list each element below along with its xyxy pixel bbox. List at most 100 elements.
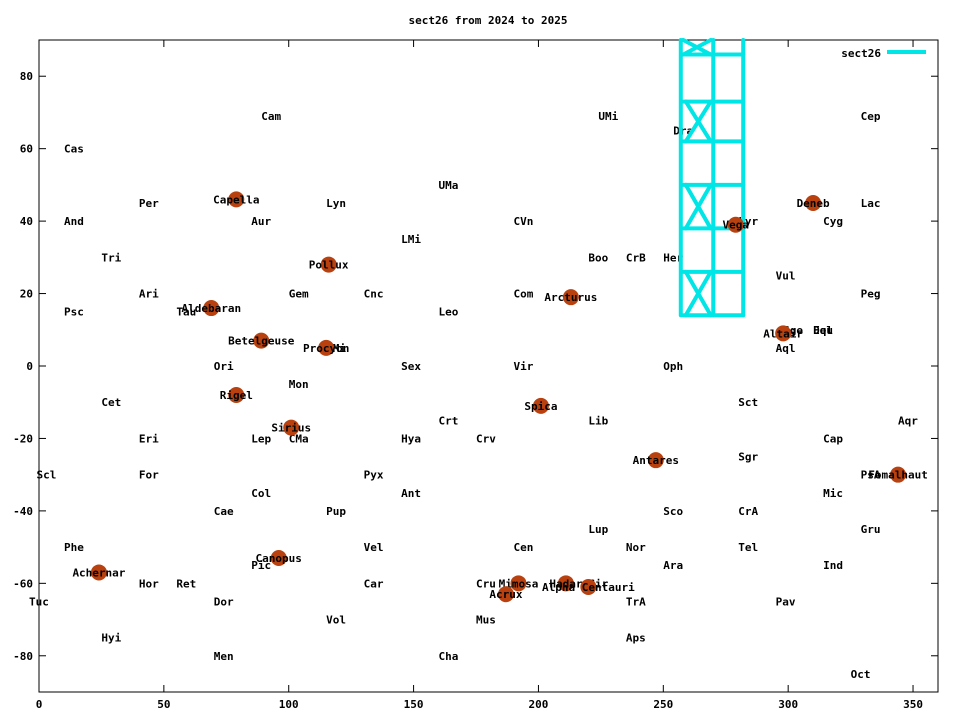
constellation-label: Oph [663,360,683,373]
constellation-label: Del [813,324,833,337]
constellation-label: Car [364,577,384,590]
constellation-label: Peg [861,288,881,301]
star-label: Procyon [303,342,349,355]
constellation-label: Men [214,650,234,663]
star-marker [890,466,907,483]
constellation-label: Cha [439,650,459,663]
star-markers: Capella Deneb Vega Pollux Arcturus Aldebaran A… [72,191,928,603]
star-label: Antares [633,454,679,467]
x-tick-label: 350 [903,698,923,711]
star-label: Arcturus [544,291,597,304]
star-marker [318,339,335,356]
constellation-label: Dor [214,595,234,608]
constellation-label: Hyi [101,632,121,645]
constellation-label: CMa [289,432,309,445]
constellation-label: Crv [476,432,496,445]
y-tick-label: -20 [13,432,33,445]
star-marker [727,216,744,233]
sect26-series [678,38,746,318]
constellation-label: Sgr [738,451,758,464]
star-label: Rigel [220,389,253,402]
chart-title: sect26 from 2024 to 2025 [409,14,568,27]
constellation-label: Aqr [898,414,918,427]
constellation-label: Aur [251,215,271,228]
star-label: Canopus [256,552,302,565]
y-tick-label: -80 [13,650,33,663]
constellation-label: Oct [851,668,871,681]
constellation-label: Gru [861,523,881,536]
constellation-label: UMa [439,179,459,192]
constellation-label: Sco [663,505,683,518]
constellation-label: Vel [364,541,384,554]
star-label: Achernar [72,566,125,579]
legend-label: sect26 [841,47,881,60]
constellation-label: Ret [176,577,196,590]
constellation-label: Pyx [364,469,384,482]
constellation-label: Cru [476,577,496,590]
star-marker [805,195,822,211]
constellation-label: Pup [326,505,346,518]
constellation-label: Lep [251,432,271,445]
constellation-label: CVn [513,215,533,228]
constellation-label: CrB [626,251,646,264]
constellation-label: Scl [37,469,57,482]
star-marker [228,191,245,208]
y-tick-label: 40 [20,215,33,228]
constellation-label: Crt [439,414,459,427]
star-marker [228,386,245,403]
constellation-label: Tri [101,251,121,264]
star-label: Fomalhaut [868,469,928,482]
constellation-label: Pav [776,595,796,608]
y-tick-label: 0 [26,360,33,373]
constellation-label: Ari [139,288,159,301]
constellation-label: CrA [738,505,758,518]
constellation-label: Boo [588,251,608,264]
constellation-label: Leo [439,306,459,319]
constellation-label: UMi [598,110,618,123]
star-marker [283,419,300,436]
constellation-label: Col [251,487,271,500]
constellation-label: Ori [214,360,234,373]
star-marker [203,300,220,317]
star-marker [510,575,527,592]
x-tick-label: 100 [279,698,299,711]
star-label: Spica [524,400,557,413]
y-tick-label: -40 [13,505,33,518]
star-label: Pollux [309,259,349,272]
sect26-segment [683,269,713,318]
constellation-label: And [64,215,84,228]
constellation-label: Ind [823,559,843,572]
star-label: Alpha Centauri [542,581,635,594]
y-tick-label: 80 [20,70,33,83]
constellation-label: Mic [823,487,843,500]
star-marker [90,564,107,581]
star-marker [497,586,514,603]
legend: sect26 [841,47,926,60]
star-label: Capella [213,193,259,206]
sect26-segment [683,182,713,231]
constellation-label: Cam [261,110,281,123]
constellation-label: Per [139,197,159,210]
constellation-label: Hor [139,577,159,590]
constellation-label: Cae [214,505,234,518]
constellation-label: Vol [326,614,346,627]
constellation-label: Psc [64,306,84,319]
y-tick-label: 20 [20,288,33,301]
constellation-label: Her [663,251,683,264]
star-label: Sirius [271,422,311,435]
star-marker [557,575,574,592]
star-label: Acrux [489,588,522,601]
constellation-label: Sex [401,360,421,373]
constellation-label: LMi [401,233,421,246]
sect26-segment [683,99,713,144]
constellation-label: Phe [64,541,84,554]
constellation-label: Pic [251,559,271,572]
star-marker [562,289,579,306]
constellation-label: Mon [289,378,309,391]
constellation-label: Gem [289,288,309,301]
constellation-label: Aps [626,632,646,645]
constellation-label: PsA [861,469,881,482]
constellation-label: For [139,469,159,482]
x-tick-label: 250 [653,698,673,711]
